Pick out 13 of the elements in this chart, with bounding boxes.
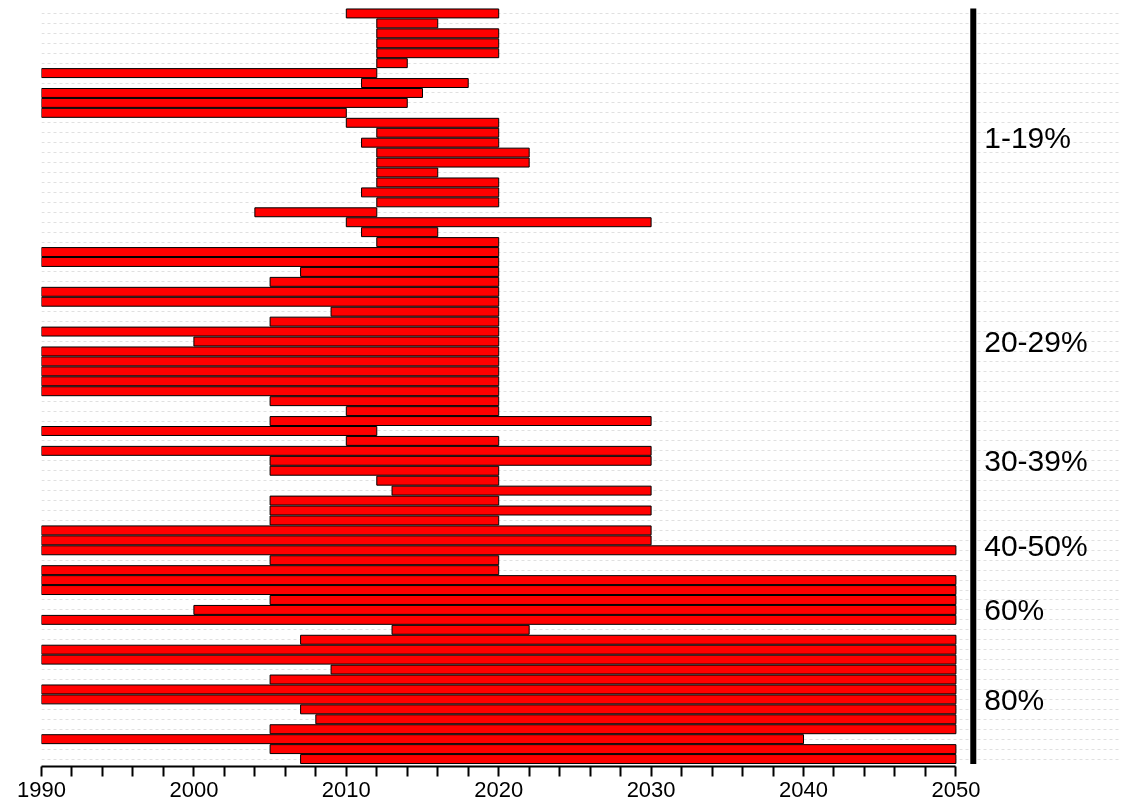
x-tick-label: 2020 [474, 776, 524, 799]
text: 80% [984, 682, 1045, 716]
text: 60% [984, 593, 1045, 627]
x-tick-label: 2040 [779, 776, 828, 799]
x-tick-label: 2050 [931, 776, 981, 799]
x-tick-label: 2000 [169, 776, 219, 799]
text: 20-29% [984, 325, 1088, 359]
x-tick-label: 2030 [626, 776, 676, 799]
text: 40-50% [984, 528, 1088, 562]
x-tick-label: 1990 [17, 776, 66, 799]
text: 30-39% [984, 444, 1088, 478]
text: 1-19% [984, 121, 1071, 155]
x-tick-label: 2010 [321, 776, 371, 799]
